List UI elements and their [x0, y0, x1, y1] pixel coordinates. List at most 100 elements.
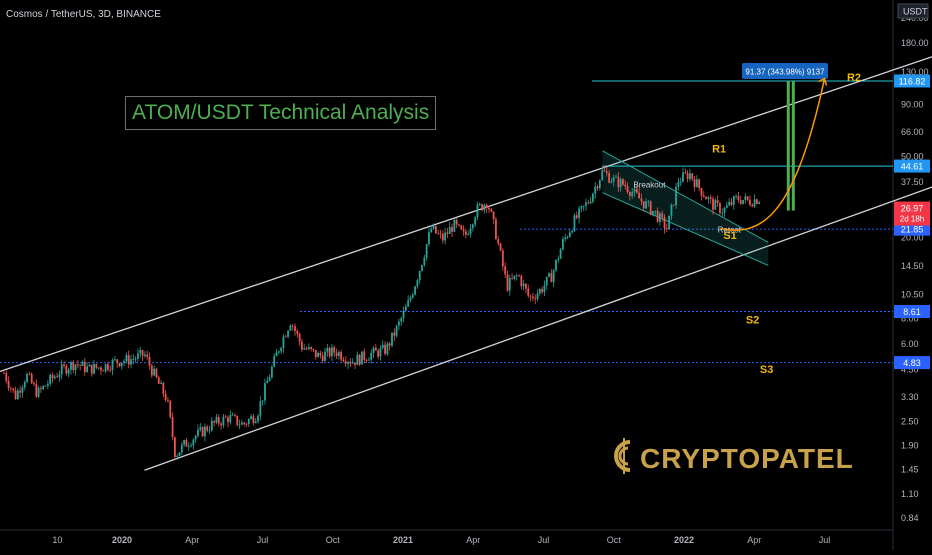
candle-body — [143, 354, 146, 356]
candle-body — [224, 416, 227, 418]
candle-body — [88, 364, 91, 367]
candle-body — [298, 333, 301, 342]
price-badge-text-s1: 21.85 — [901, 225, 924, 235]
candle-body — [485, 204, 488, 209]
candle-body — [705, 196, 707, 200]
measure-label: 91.37 (343.98%) 9137 — [745, 68, 825, 77]
candle-body — [490, 209, 493, 212]
candle-body — [592, 193, 594, 202]
candle-body — [33, 383, 35, 385]
candle-body — [351, 362, 354, 364]
candle-body — [508, 278, 511, 291]
symbol-header: Cosmos / TetherUS, 3D, BINANCE — [6, 9, 161, 20]
candle-body — [534, 298, 537, 300]
candle-body — [204, 426, 206, 437]
candle-body — [243, 422, 246, 424]
price-axis-panel — [893, 0, 932, 550]
channel-line-upper[interactable] — [0, 50, 932, 373]
candle-body — [162, 382, 165, 394]
projection-curve[interactable] — [720, 78, 826, 231]
candle-body — [291, 325, 294, 327]
candle-body — [626, 186, 629, 193]
y-tick-label: 37.50 — [901, 177, 924, 187]
candle-body — [238, 424, 241, 426]
candle-body — [659, 213, 661, 222]
bar-countdown-text: 2d 18h — [900, 215, 924, 224]
candle-body — [434, 225, 437, 234]
candle-body — [340, 352, 343, 360]
candle-body — [552, 270, 555, 283]
candle-body — [386, 343, 389, 354]
candle-body — [167, 400, 169, 401]
current-price-badge — [894, 201, 930, 226]
candle-body — [44, 385, 47, 387]
axis-unit-label: USDT — [903, 7, 928, 17]
candle-body — [672, 204, 675, 206]
candle-body — [146, 354, 149, 358]
falling-channel-upper[interactable] — [602, 150, 769, 243]
candle-body — [723, 207, 726, 213]
candle-body — [425, 244, 428, 258]
candle-body — [663, 217, 666, 229]
candle-body — [513, 275, 516, 279]
falling-channel-lower[interactable] — [602, 192, 769, 266]
measure-bar-left — [786, 80, 790, 211]
measure-bar-right — [791, 80, 795, 211]
measure-label-box — [742, 63, 828, 79]
candle-body — [488, 208, 490, 210]
candle-body — [684, 172, 687, 174]
candle-body — [213, 420, 216, 423]
candle-body — [10, 387, 12, 389]
candle-body — [439, 233, 442, 235]
candle-body — [259, 401, 262, 416]
candle-body — [499, 243, 502, 251]
candle-body — [582, 205, 585, 207]
candle-body — [280, 347, 283, 352]
x-tick-label: 2022 — [674, 535, 694, 545]
candle-body — [60, 364, 63, 375]
candle-body — [562, 239, 564, 250]
candle-body — [307, 347, 310, 350]
price-badge-r2 — [894, 74, 930, 88]
candle-body — [573, 215, 576, 232]
candle-body — [719, 202, 721, 214]
x-tick-label: 10 — [52, 535, 62, 545]
candle-body — [169, 400, 172, 417]
candle-body — [93, 364, 95, 374]
candle-body — [619, 179, 622, 188]
candle-body — [753, 199, 756, 207]
candle-body — [134, 358, 137, 360]
candle-body — [42, 385, 45, 389]
candle-body — [428, 232, 430, 245]
candle-body — [448, 227, 451, 234]
candle-body — [712, 198, 714, 210]
candle-body — [234, 414, 236, 416]
candle-body — [649, 201, 652, 215]
candle-body — [404, 306, 407, 311]
candle-body — [270, 366, 273, 378]
candle-body — [310, 347, 313, 349]
brand-logo-text: CRYPTOPATEL — [640, 443, 854, 474]
candle-body — [744, 196, 747, 200]
y-tick-label: 1.10 — [901, 489, 919, 499]
candle-body — [746, 196, 749, 200]
candle-body — [268, 377, 271, 382]
candle-body — [471, 224, 474, 229]
candle-body — [557, 258, 560, 260]
candle-body — [240, 422, 243, 425]
candle-body — [361, 351, 363, 365]
candle-body — [695, 179, 698, 188]
candle-body — [160, 382, 162, 384]
candle-body — [605, 171, 608, 174]
candle-body — [7, 380, 10, 388]
candle-body — [83, 361, 86, 372]
candle-body — [476, 204, 479, 218]
y-tick-label: 14.50 — [901, 261, 924, 271]
candle-body — [14, 390, 17, 400]
candle-body — [220, 423, 222, 426]
channel-line-lower[interactable] — [144, 180, 932, 471]
candle-body — [363, 351, 366, 360]
candle-body — [585, 202, 587, 206]
